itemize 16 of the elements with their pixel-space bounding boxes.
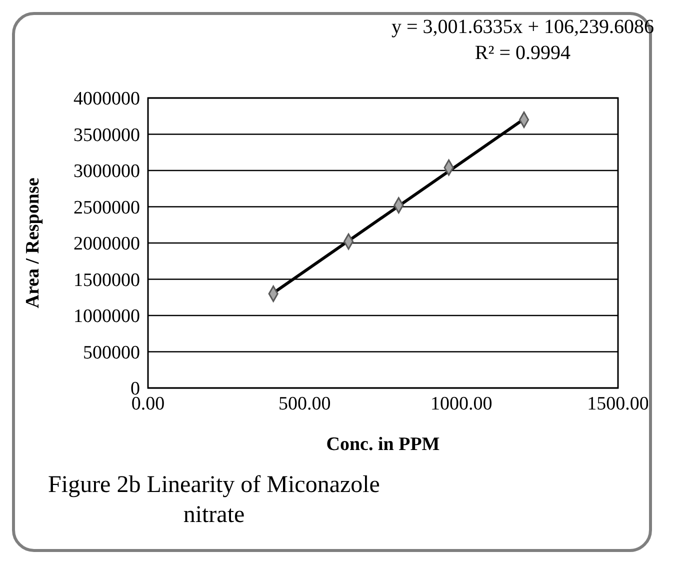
y-axis-title: Area / Response: [22, 178, 44, 308]
x-tick-label: 1000.00: [430, 393, 492, 414]
text: y = 3,001.6335x + 106,239.6086: [391, 15, 654, 40]
x-tick-label: 1500.00: [587, 393, 649, 414]
y-tick-label: 4000000: [74, 88, 140, 110]
y-tick-label: 2000000: [74, 234, 140, 255]
y-tick-label: 3500000: [74, 124, 140, 146]
x-axis-title: Conc. in PPM: [326, 434, 440, 455]
y-tick-label: 500000: [83, 342, 140, 364]
y-tick-label: 2500000: [74, 197, 140, 218]
caption: Figure 2b Linearity of Miconazole nitrate: [47, 471, 381, 530]
text: R² = 0.9994: [474, 41, 572, 66]
x-tick-label: 500.00: [278, 393, 331, 414]
y-tick-label: 1000000: [74, 306, 140, 328]
y-tick-label: 3000000: [74, 161, 140, 182]
y-tick-label: 1500000: [74, 270, 140, 291]
